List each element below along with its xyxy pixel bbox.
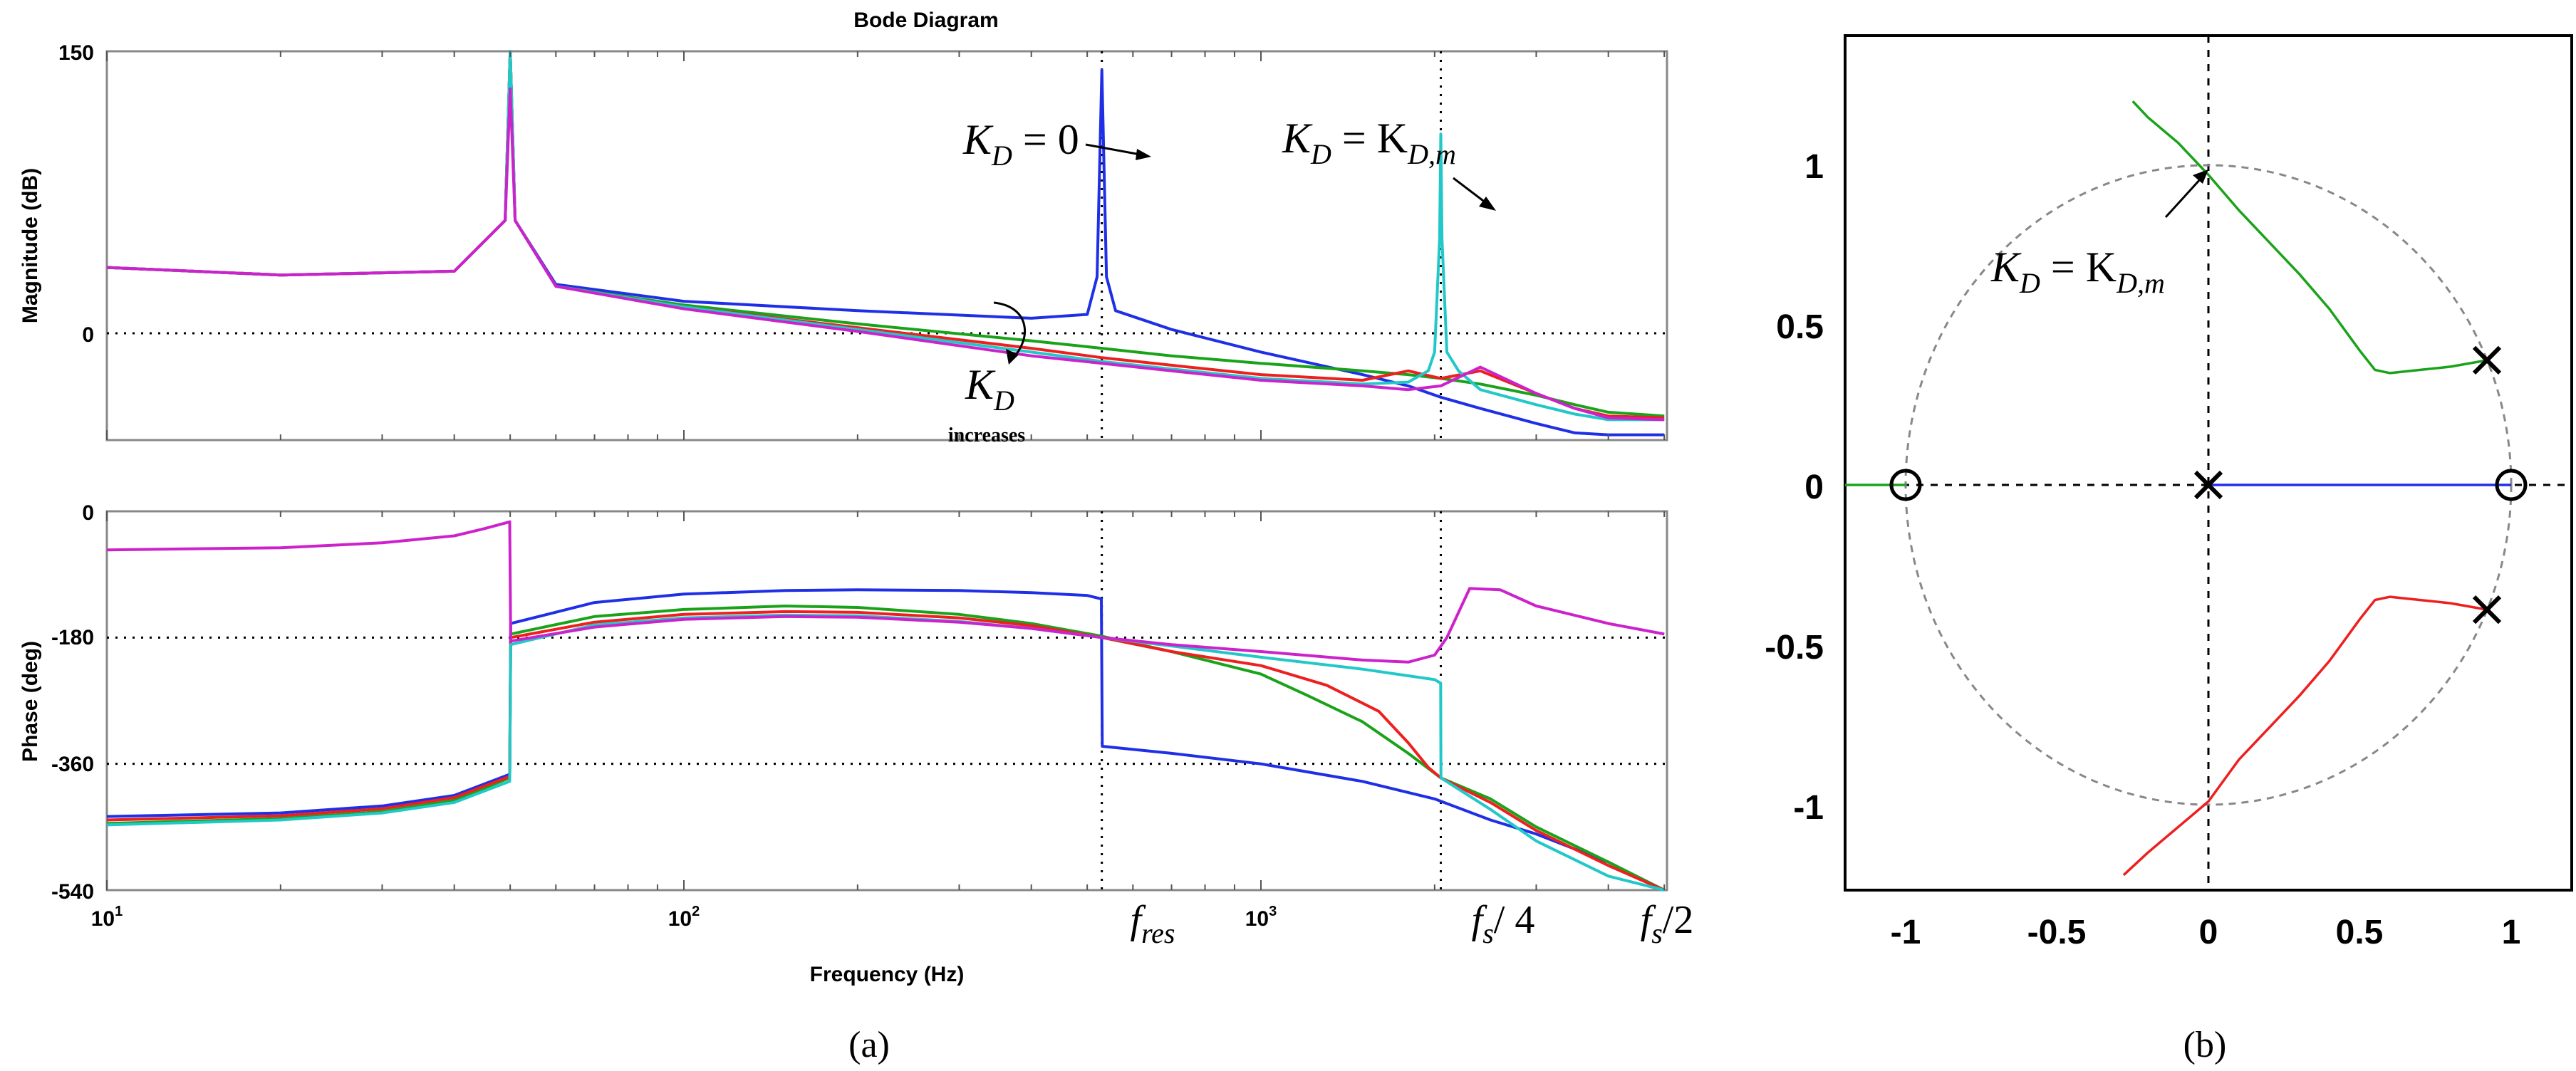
rl-ytick-m1: -1 xyxy=(1793,789,1824,827)
annot-incr-note: increases xyxy=(948,424,1025,446)
rl-xtick-0.5: 0.5 xyxy=(2336,914,2384,951)
xtick-10: 101 xyxy=(91,904,123,931)
phase-ylabel: Phase (deg) xyxy=(19,641,42,762)
panel-b-label: (b) xyxy=(2183,1025,2227,1065)
rl-ytick-0.5: 0.5 xyxy=(1776,308,1824,346)
annot-kd0-arrowhead xyxy=(1136,149,1151,160)
rl-branch-green xyxy=(2131,100,2488,375)
annot-incr-arrow xyxy=(993,301,1027,361)
rl-pole-marker xyxy=(2472,345,2502,375)
phase-series-red xyxy=(106,610,1666,892)
phase-series-green xyxy=(106,605,1666,892)
rl-xtick-0: 0 xyxy=(2199,914,2218,951)
rl-annot-arrowhead xyxy=(2193,169,2208,184)
mag-series-magenta xyxy=(106,87,1665,422)
phase-series-blue xyxy=(106,588,1666,892)
rlocus-series xyxy=(1845,100,2511,877)
mag-grid xyxy=(107,51,1667,440)
rl-ytick-1: 1 xyxy=(1804,148,1824,186)
bode-ticks xyxy=(106,51,1666,890)
phase-grid xyxy=(107,511,1667,890)
annot-kdm-arrow xyxy=(1453,177,1490,207)
phase-series-magenta xyxy=(106,520,1665,664)
annot-incr-arrowhead xyxy=(1006,349,1019,365)
rl-pole-marker xyxy=(2193,470,2223,500)
phase-ytick-360: -360 xyxy=(51,753,94,776)
rl-xtick-m0.5: -0.5 xyxy=(2027,914,2087,951)
rl-annot-arrow xyxy=(2164,177,2203,219)
rlocus-markers xyxy=(1889,345,2528,625)
pole-stroke xyxy=(2193,470,2223,500)
annot-kd0: KD = 0 xyxy=(962,116,1079,172)
pole-stroke xyxy=(2472,595,2502,625)
bode-xlabel: Frequency (Hz) xyxy=(810,963,965,986)
mag-ytick-150: 150 xyxy=(58,41,94,65)
mag-series-cyan xyxy=(106,50,1665,422)
xtick-1000: 103 xyxy=(1245,904,1277,931)
fres-label: fres xyxy=(1131,898,1175,949)
phase-axes-box xyxy=(105,510,1668,892)
rl-branch-red xyxy=(2122,595,2488,877)
mag-axes-box xyxy=(105,50,1668,442)
panel-a-label: (a) xyxy=(848,1025,890,1065)
rl-ytick-m0.5: -0.5 xyxy=(1765,629,1824,667)
rl-annot: KD = KD,m xyxy=(1990,244,2165,299)
bode-title: Bode Diagram xyxy=(853,9,998,32)
fs4-label: fs/ 4 xyxy=(1472,898,1535,949)
panel-b: 1 0.5 0 -0.5 -1 -1 -0.5 0 0.5 1 KD = KD,… xyxy=(1765,34,2573,1065)
rl-zero-marker xyxy=(1889,469,1922,501)
panel-a: Bode Diagram Magnitude (dB) Phase (deg) … xyxy=(19,9,1693,1065)
annot-kdm-arrowhead xyxy=(1479,197,1496,211)
annot-kd0-arrow xyxy=(1085,143,1145,157)
phase-ytick-540: -540 xyxy=(51,880,94,904)
rl-xtick-m1: -1 xyxy=(1891,914,1921,951)
phase-series xyxy=(106,520,1666,892)
annot-incr: KD xyxy=(965,361,1014,417)
fs2-label: fs/2 xyxy=(1641,898,1694,949)
mag-ylabel: Magnitude (dB) xyxy=(19,168,42,323)
rl-ytick-0: 0 xyxy=(1804,469,1824,506)
phase-ytick-180: -180 xyxy=(51,626,94,649)
rl-xtick-1: 1 xyxy=(2502,914,2521,951)
mag-series xyxy=(106,50,1665,437)
annot-kdm: KD = KD,m xyxy=(1282,115,1456,170)
pole-stroke xyxy=(2472,345,2502,375)
rl-zero-marker xyxy=(2495,469,2528,501)
phase-ytick-0: 0 xyxy=(82,501,94,525)
xtick-100: 102 xyxy=(668,904,700,931)
rl-pole-marker xyxy=(2472,595,2502,625)
rlocus-grid xyxy=(1845,36,2572,890)
mag-ytick-0: 0 xyxy=(82,323,94,347)
